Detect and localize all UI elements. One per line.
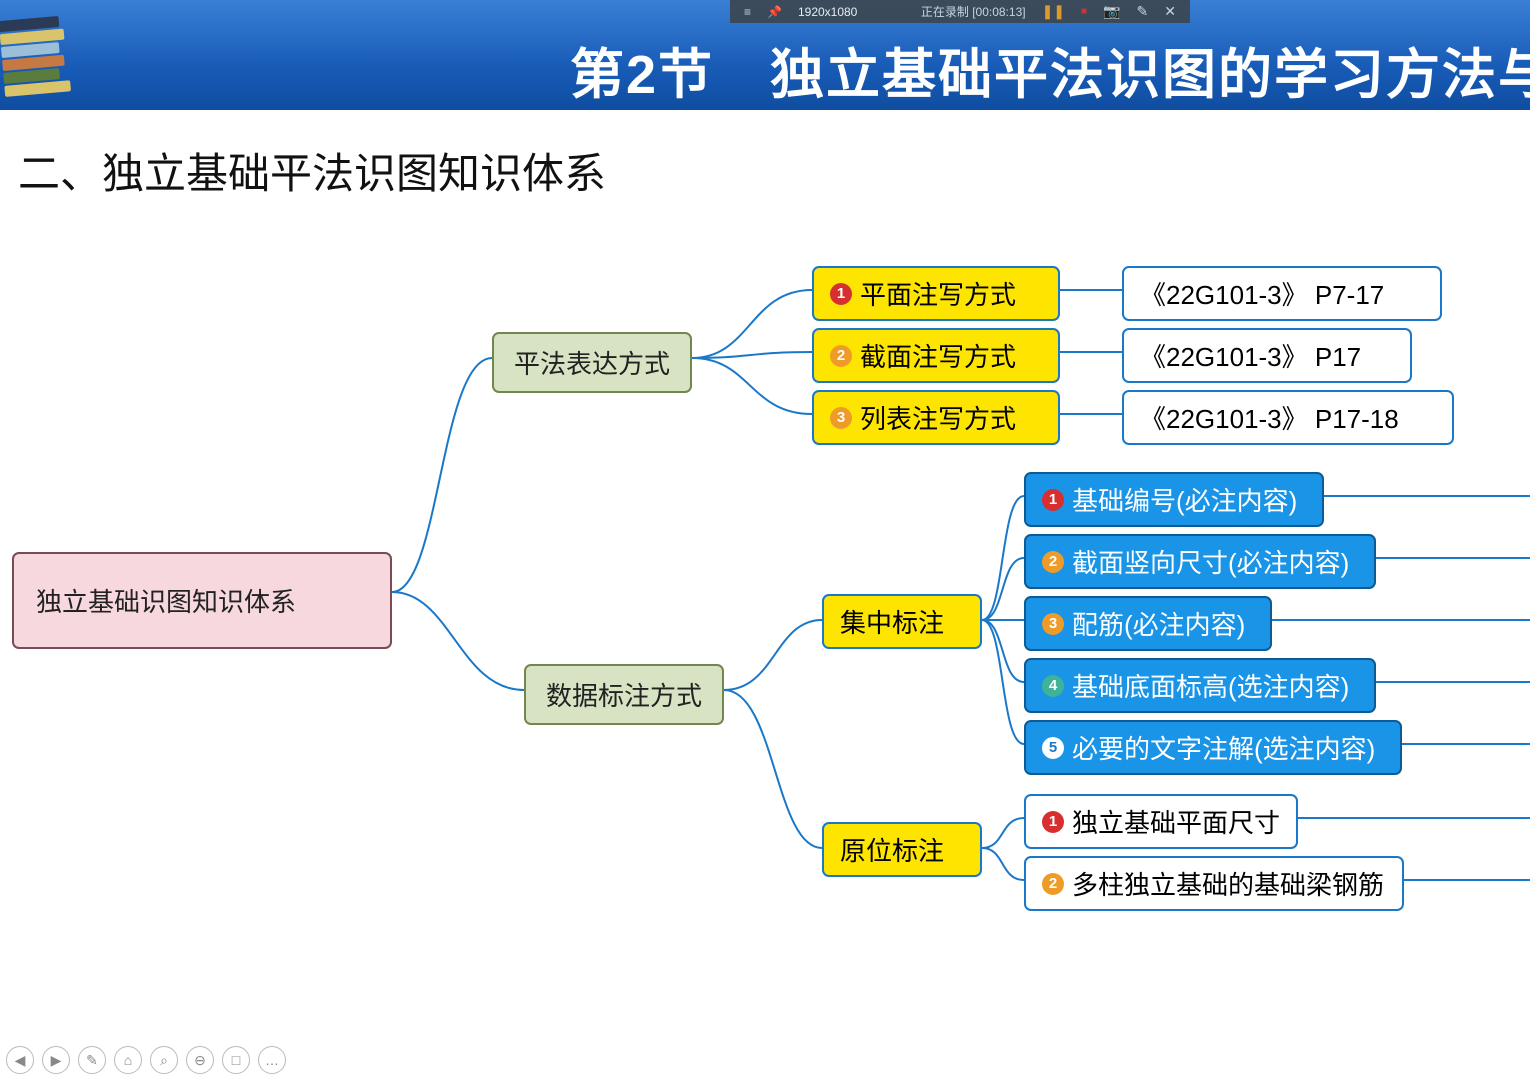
expr-item-2-label: 列表注写方式 — [860, 399, 1016, 436]
nav-out-icon[interactable]: ⊖ — [186, 1046, 214, 1074]
stop-icon[interactable]: ■ — [1081, 6, 1087, 17]
central-item-2-label: 配筋(必注内容) — [1072, 605, 1245, 642]
pause-icon[interactable]: ❚❚ — [1042, 3, 1065, 20]
pencil-icon[interactable]: ✎ — [1137, 3, 1149, 20]
anno-inplace: 原位标注 — [822, 822, 982, 877]
central-item-0-label: 基础编号(必注内容) — [1072, 481, 1297, 518]
level1-expr: 平法表达方式 — [492, 332, 692, 393]
central-item-4-label: 必要的文字注解(选注内容) — [1072, 729, 1375, 766]
nav-record-icon[interactable]: □ — [222, 1046, 250, 1074]
root-node: 独立基础识图知识体系 — [12, 552, 392, 649]
expr-ref-0: 《22G101-3》 P7-17 — [1122, 266, 1442, 321]
header-title: 第2节 独立基础平法识图的学习方法与 — [570, 30, 1530, 109]
level1-anno: 数据标注方式 — [524, 664, 724, 725]
expr-item-1-badge: 2 — [830, 345, 852, 367]
central-item-3-label: 基础底面标高(选注内容) — [1072, 667, 1349, 704]
inplace-item-1-label: 多柱独立基础的基础梁钢筋 — [1072, 865, 1384, 902]
central-item-4-badge: 5 — [1042, 737, 1064, 759]
menu-icon[interactable]: ≡ — [744, 5, 751, 19]
inplace-item-0-badge: 1 — [1042, 811, 1064, 833]
expr-item-0-label: 平面注写方式 — [860, 275, 1016, 312]
expr-item-0-badge: 1 — [830, 283, 852, 305]
central-item-2-badge: 3 — [1042, 613, 1064, 635]
section-title: 二、独立基础平法识图知识体系 — [18, 140, 606, 201]
expr-ref-2: 《22G101-3》 P17-18 — [1122, 390, 1454, 445]
close-icon[interactable]: ✕ — [1164, 3, 1176, 20]
anno-central: 集中标注 — [822, 594, 982, 649]
expr-ref-2-label: 《22G101-3》 P17-18 — [1140, 399, 1399, 436]
root-node-label: 独立基础识图知识体系 — [36, 582, 296, 619]
anno-inplace-label: 原位标注 — [840, 831, 944, 868]
central-item-2: 3 配筋(必注内容) — [1024, 596, 1272, 651]
central-item-1-badge: 2 — [1042, 551, 1064, 573]
bottom-nav: ◀ ▶ ✎ ⌂ ⌕ ⊖ □ … — [6, 1046, 286, 1074]
central-item-1-label: 截面竖向尺寸(必注内容) — [1072, 543, 1349, 580]
expr-item-1: 2 截面注写方式 — [812, 328, 1060, 383]
inplace-item-1-badge: 2 — [1042, 873, 1064, 895]
central-item-0: 1 基础编号(必注内容) — [1024, 472, 1324, 527]
expr-item-1-label: 截面注写方式 — [860, 337, 1016, 374]
level1-anno-label: 数据标注方式 — [546, 676, 702, 713]
level1-expr-label: 平法表达方式 — [514, 344, 670, 381]
central-item-3-badge: 4 — [1042, 675, 1064, 697]
expr-item-2-badge: 3 — [830, 407, 852, 429]
camera-icon[interactable]: 📷 — [1103, 3, 1120, 20]
inplace-item-0: 1 独立基础平面尺寸 — [1024, 794, 1298, 849]
pin-icon[interactable]: 📌 — [767, 5, 782, 19]
anno-central-label: 集中标注 — [840, 603, 944, 640]
expr-ref-0-label: 《22G101-3》 P7-17 — [1140, 275, 1384, 312]
resolution-label: 1920x1080 — [798, 5, 857, 19]
nav-prev-icon[interactable]: ◀ — [6, 1046, 34, 1074]
header-logo — [0, 0, 100, 110]
central-item-3: 4 基础底面标高(选注内容) — [1024, 658, 1376, 713]
inplace-item-0-label: 独立基础平面尺寸 — [1072, 803, 1280, 840]
central-item-0-badge: 1 — [1042, 489, 1064, 511]
central-item-4: 5 必要的文字注解(选注内容) — [1024, 720, 1402, 775]
nav-zoom-icon[interactable]: ⌕ — [150, 1046, 178, 1074]
expr-ref-1-label: 《22G101-3》 P17 — [1140, 337, 1361, 374]
nav-home-icon[interactable]: ⌂ — [114, 1046, 142, 1074]
inplace-item-1: 2 多柱独立基础的基础梁钢筋 — [1024, 856, 1404, 911]
expr-item-0: 1 平面注写方式 — [812, 266, 1060, 321]
expr-ref-1: 《22G101-3》 P17 — [1122, 328, 1412, 383]
expr-item-2: 3 列表注写方式 — [812, 390, 1060, 445]
nav-edit-icon[interactable]: ✎ — [78, 1046, 106, 1074]
recording-status: 正在录制 [00:08:13] — [921, 3, 1026, 20]
recording-toolbar: ≡ 📌 1920x1080 正在录制 [00:08:13] ❚❚ ■ 📷 ✎ ✕ — [730, 0, 1190, 23]
central-item-1: 2 截面竖向尺寸(必注内容) — [1024, 534, 1376, 589]
nav-next-icon[interactable]: ▶ — [42, 1046, 70, 1074]
nav-more-icon[interactable]: … — [258, 1046, 286, 1074]
